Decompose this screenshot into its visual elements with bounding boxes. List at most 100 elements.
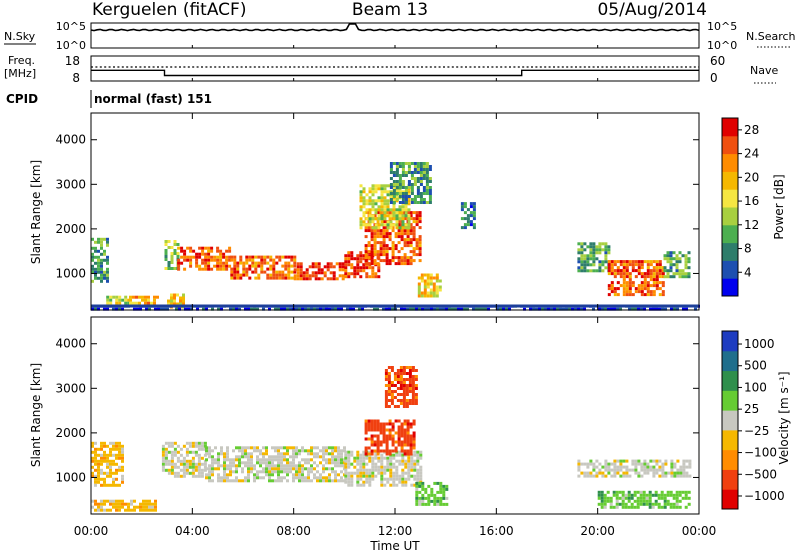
power-cell <box>604 307 607 311</box>
velocity-cell <box>197 456 201 460</box>
power-cell <box>359 254 363 258</box>
power-cell <box>544 307 547 311</box>
velocity-cell <box>397 428 401 432</box>
velocity-cell <box>586 462 590 466</box>
velocity-cell <box>334 461 337 465</box>
power-cell <box>643 278 647 282</box>
velocity-cell <box>289 470 292 474</box>
power-cell <box>176 255 180 258</box>
power-cell <box>192 255 196 259</box>
power-cell <box>180 249 184 253</box>
power-cell <box>661 275 665 279</box>
velocity-cell <box>675 496 679 500</box>
velocity-cell <box>170 450 174 454</box>
power-cell <box>412 259 416 263</box>
velocity-cell <box>262 470 265 474</box>
velocity-cell <box>618 490 622 494</box>
velocity-cell <box>613 462 617 466</box>
velocity-cell <box>408 366 412 369</box>
velocity-cell <box>112 447 115 451</box>
power-cell <box>652 284 656 288</box>
velocity-cell <box>167 471 171 475</box>
velocity-cell <box>362 456 366 460</box>
velocity-cell <box>274 455 277 459</box>
velocity-cell <box>413 450 417 454</box>
power-cell <box>210 258 214 262</box>
velocity-cell <box>676 474 680 478</box>
velocity-cell <box>636 496 640 500</box>
power-cell <box>420 273 424 277</box>
velocity-cell <box>415 490 419 494</box>
velocity-cell <box>344 471 348 475</box>
velocity-cell <box>595 465 599 469</box>
velocity-cell <box>672 502 676 506</box>
velocity-cell <box>205 446 208 450</box>
power-cell <box>326 262 330 266</box>
velocity-cell <box>388 449 392 453</box>
velocity-cell <box>331 449 334 453</box>
velocity-cell <box>145 505 148 509</box>
power-cell <box>400 259 404 263</box>
power-cell <box>604 242 608 246</box>
velocity-cell <box>637 459 641 463</box>
velocity-cell <box>109 499 112 503</box>
velocity-cell <box>391 437 395 441</box>
velocity-cell <box>601 474 605 478</box>
power-cell <box>460 307 463 311</box>
x-tick-label: 08:00 <box>276 524 311 538</box>
power-cell <box>613 307 616 311</box>
velocity-cell <box>340 449 343 453</box>
velocity-cell <box>103 508 106 512</box>
velocity-cell <box>274 464 277 468</box>
power-cell <box>385 244 389 248</box>
power-cell <box>362 254 366 258</box>
power-cell <box>423 279 427 283</box>
power-cell <box>466 307 469 311</box>
power-cell <box>637 290 641 294</box>
power-cell <box>415 214 419 218</box>
power-cell <box>655 284 659 288</box>
velocity-cell <box>442 502 446 506</box>
power-cell <box>219 264 223 268</box>
y-tick-label: 3000 <box>55 177 86 191</box>
power-cell <box>607 284 611 288</box>
velocity-cell <box>223 470 226 474</box>
power-cell <box>409 238 413 242</box>
velocity-cell <box>370 443 374 447</box>
velocity-cell <box>401 453 405 457</box>
cpid-label: CPID <box>6 92 38 106</box>
power-cell <box>401 223 405 227</box>
velocity-cell <box>356 456 360 460</box>
velocity-cell <box>631 468 635 472</box>
power-cell <box>260 261 264 265</box>
power-cell <box>311 274 315 278</box>
velocity-cell <box>367 422 371 426</box>
velocity-cell <box>161 456 165 460</box>
velocity-cell <box>385 446 389 450</box>
velocity-cell <box>208 464 211 468</box>
velocity-cell <box>121 459 124 463</box>
velocity-cell <box>398 459 402 463</box>
velocity-cell <box>118 453 121 457</box>
velocity-cell <box>307 473 310 477</box>
power-cell <box>374 226 378 230</box>
power-cell <box>649 307 652 311</box>
velocity-cell <box>685 459 689 463</box>
velocity-cell <box>256 446 259 450</box>
power-cell <box>367 256 371 260</box>
velocity-cell <box>109 453 112 457</box>
power-cell <box>358 307 361 311</box>
power-cell <box>640 287 644 291</box>
power-cell <box>382 253 386 257</box>
velocity-cell <box>589 459 593 463</box>
velocity-cell <box>226 479 229 483</box>
velocity-cell <box>217 452 220 456</box>
power-cell <box>400 235 404 239</box>
velocity-cell <box>97 468 100 472</box>
velocity-cell <box>208 449 211 453</box>
power-cell <box>359 226 363 230</box>
power-cell <box>359 199 363 203</box>
power-cell <box>640 290 644 294</box>
power-cell <box>374 275 378 279</box>
power-cell <box>652 269 656 273</box>
